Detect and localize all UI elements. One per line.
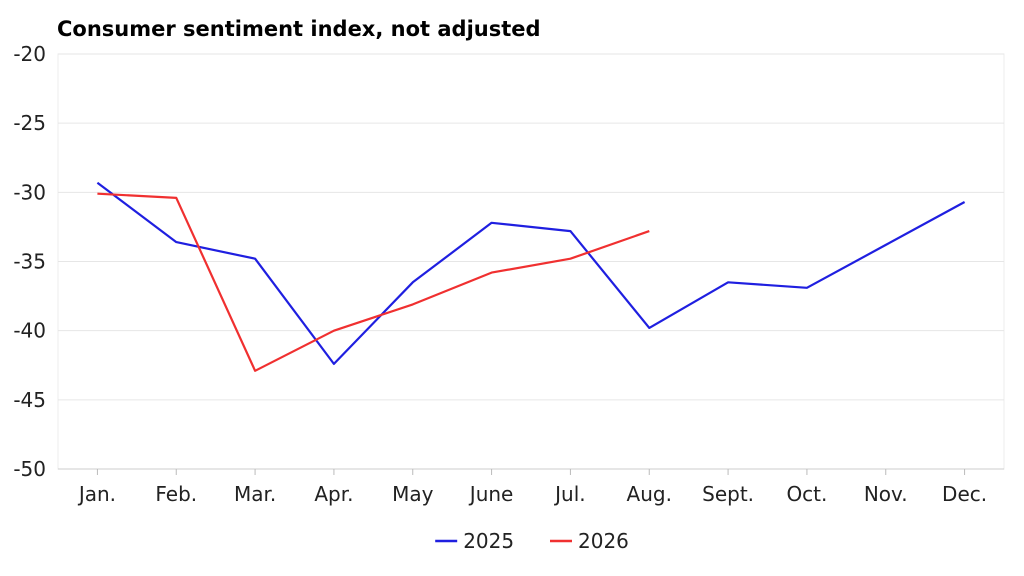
x-tick-label: Mar. <box>234 482 276 506</box>
y-tick-label: -35 <box>13 250 46 274</box>
x-tick-label: Sept. <box>702 482 754 506</box>
x-tick-label: Feb. <box>155 482 197 506</box>
x-tick-label: Jan. <box>77 482 116 506</box>
legend: 2025 2026 <box>435 529 629 553</box>
x-tick-label: Apr. <box>314 482 353 506</box>
x-tick-label: June <box>468 482 514 506</box>
x-tick-label: Nov. <box>864 482 908 506</box>
gridlines <box>57 53 1005 470</box>
x-tick-label: Jul. <box>553 482 586 506</box>
y-tick-label: -45 <box>13 388 46 412</box>
y-tick-label: -40 <box>13 319 46 343</box>
chart-title: Consumer sentiment index, not adjusted <box>57 17 541 41</box>
y-tick-label: -20 <box>13 42 46 66</box>
x-tick-label: Oct. <box>786 482 827 506</box>
y-tick-label: -50 <box>13 457 46 481</box>
series-lines <box>96 181 966 372</box>
legend-label-2026: 2026 <box>578 529 629 553</box>
y-tick-label: -30 <box>13 180 46 204</box>
x-tick-label: May <box>392 482 434 506</box>
series-line-2025 <box>96 181 966 365</box>
x-tick-label: Dec. <box>942 482 987 506</box>
series-line-2026 <box>97 192 650 372</box>
legend-label-2025: 2025 <box>463 529 514 553</box>
x-tick-label: Aug. <box>627 482 672 506</box>
axes: -20 -25 -30 -35 -40 -45 -50 Jan. Feb. Mar. Apr. May… <box>13 42 1004 506</box>
y-tick-label: -25 <box>13 111 46 135</box>
